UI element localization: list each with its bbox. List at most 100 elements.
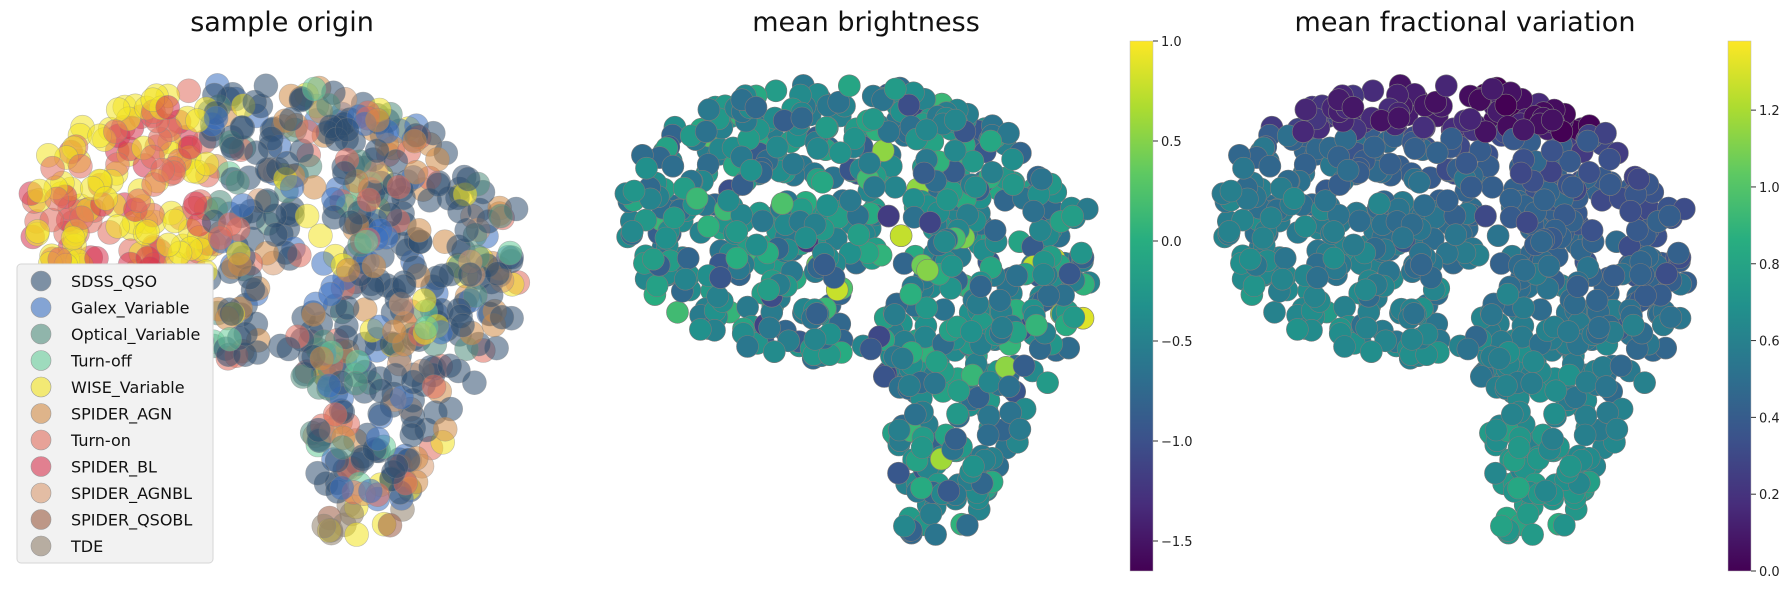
panel3-scatter (1211, 74, 1698, 546)
scatter-point (891, 347, 914, 370)
scatter-point (828, 141, 852, 164)
scatter-point (980, 161, 1004, 184)
scatter-point (457, 262, 483, 287)
scatter-point (1333, 335, 1356, 358)
scatter-point (217, 326, 243, 352)
scatter-point (68, 153, 93, 179)
colorbar-tick-label: 1.0 (1759, 181, 1780, 196)
scatter-point (316, 373, 342, 399)
scatter-point (1486, 224, 1510, 247)
scatter-point (1558, 150, 1582, 173)
scatter-point (1507, 476, 1530, 500)
scatter-point (126, 188, 151, 213)
colorbar-tick-label: 0.0 (1161, 235, 1182, 250)
scatter-point (1522, 350, 1545, 374)
legend-label: SPIDER_AGNBL (71, 484, 192, 504)
scatter-point (447, 199, 472, 224)
scatter-point (762, 340, 786, 364)
scatter-point (1424, 90, 1447, 114)
scatter-point (815, 194, 839, 217)
scatter-point (1540, 139, 1564, 163)
scatter-point (811, 171, 834, 194)
scatter-point (229, 115, 255, 140)
scatter-point (1512, 296, 1535, 320)
scatter-point (1537, 254, 1561, 278)
scatter-point (311, 513, 337, 539)
scatter-point (915, 296, 938, 320)
scatter-point (93, 186, 119, 211)
scatter-point (156, 232, 181, 258)
legend-label: SPIDER_BL (71, 458, 157, 478)
scatter-point (1543, 402, 1566, 426)
scatter-point (666, 300, 689, 324)
scatter-point (1460, 175, 1483, 199)
scatter-point (1239, 247, 1262, 271)
scatter-point (364, 138, 390, 164)
scatter-point (943, 139, 967, 163)
scatter-point (1481, 176, 1504, 199)
scatter-point (1509, 161, 1533, 185)
scatter-point (334, 295, 360, 321)
panel1-legend: SDSS_QSO Galex_Variable Optical_Variable Tu… (16, 263, 214, 564)
scatter-point (1633, 371, 1656, 395)
scatter-point (1609, 354, 1633, 378)
scatter-point (916, 258, 939, 282)
scatter-point (1336, 158, 1360, 182)
scatter-point (859, 337, 883, 361)
scatter-point (177, 134, 203, 160)
scatter-point (1659, 305, 1683, 329)
scatter-point (1360, 340, 1383, 364)
scatter-point (1413, 194, 1436, 217)
scatter-point (1282, 187, 1306, 210)
scatter-point (1070, 241, 1093, 265)
scatter-point (924, 523, 947, 546)
scatter-point (805, 302, 829, 325)
panel1-title: sample origin (190, 7, 374, 38)
scatter-point (736, 295, 759, 319)
scatter-point (135, 219, 160, 244)
scatter-point (425, 172, 451, 197)
legend-marker (30, 376, 52, 398)
scatter-point (1029, 219, 1052, 242)
scatter-point (976, 423, 1000, 447)
scatter-point (1602, 264, 1626, 288)
scatter-point (1501, 403, 1524, 426)
scatter-point (1553, 513, 1576, 537)
colorbar-tick-label: −0.5 (1161, 335, 1193, 350)
scatter-point (676, 246, 700, 270)
scatter-point (263, 222, 289, 247)
scatter-point (1587, 316, 1611, 339)
panel2-scatter (614, 74, 1101, 546)
scatter-point (1629, 263, 1652, 286)
scatter-point (1362, 135, 1386, 159)
scatter-point (1294, 98, 1318, 121)
scatter-point (887, 418, 911, 442)
scatter-point (367, 401, 393, 427)
scatter-point (1251, 226, 1275, 250)
scatter-point (1585, 288, 1609, 312)
scatter-point (843, 127, 866, 150)
scatter-point (155, 95, 180, 120)
legend-label: Turn-off (70, 352, 133, 371)
scatter-point (243, 140, 269, 165)
scatter-point (1354, 278, 1377, 302)
scatter-point (1541, 108, 1564, 132)
scatter-point (1530, 230, 1553, 253)
scatter-point (1598, 173, 1622, 196)
scatter-point (377, 512, 403, 538)
scatter-point (803, 327, 827, 351)
scatter-point (386, 174, 412, 200)
scatter-point (706, 285, 730, 308)
panel2-colorbar: 1.0 0.5 0.0 −0.5 −1.0 −1.5 (1129, 35, 1193, 572)
scatter-point (329, 475, 355, 501)
scatter-point (1534, 479, 1557, 503)
scatter-point (176, 78, 201, 104)
scatter-point (947, 379, 971, 403)
scatter-point (207, 225, 233, 251)
scatter-point (1008, 417, 1032, 441)
scatter-point (356, 187, 382, 213)
scatter-point (697, 215, 720, 238)
scatter-point (497, 240, 523, 266)
scatter-point (960, 320, 983, 343)
scatter-point (1459, 107, 1482, 131)
